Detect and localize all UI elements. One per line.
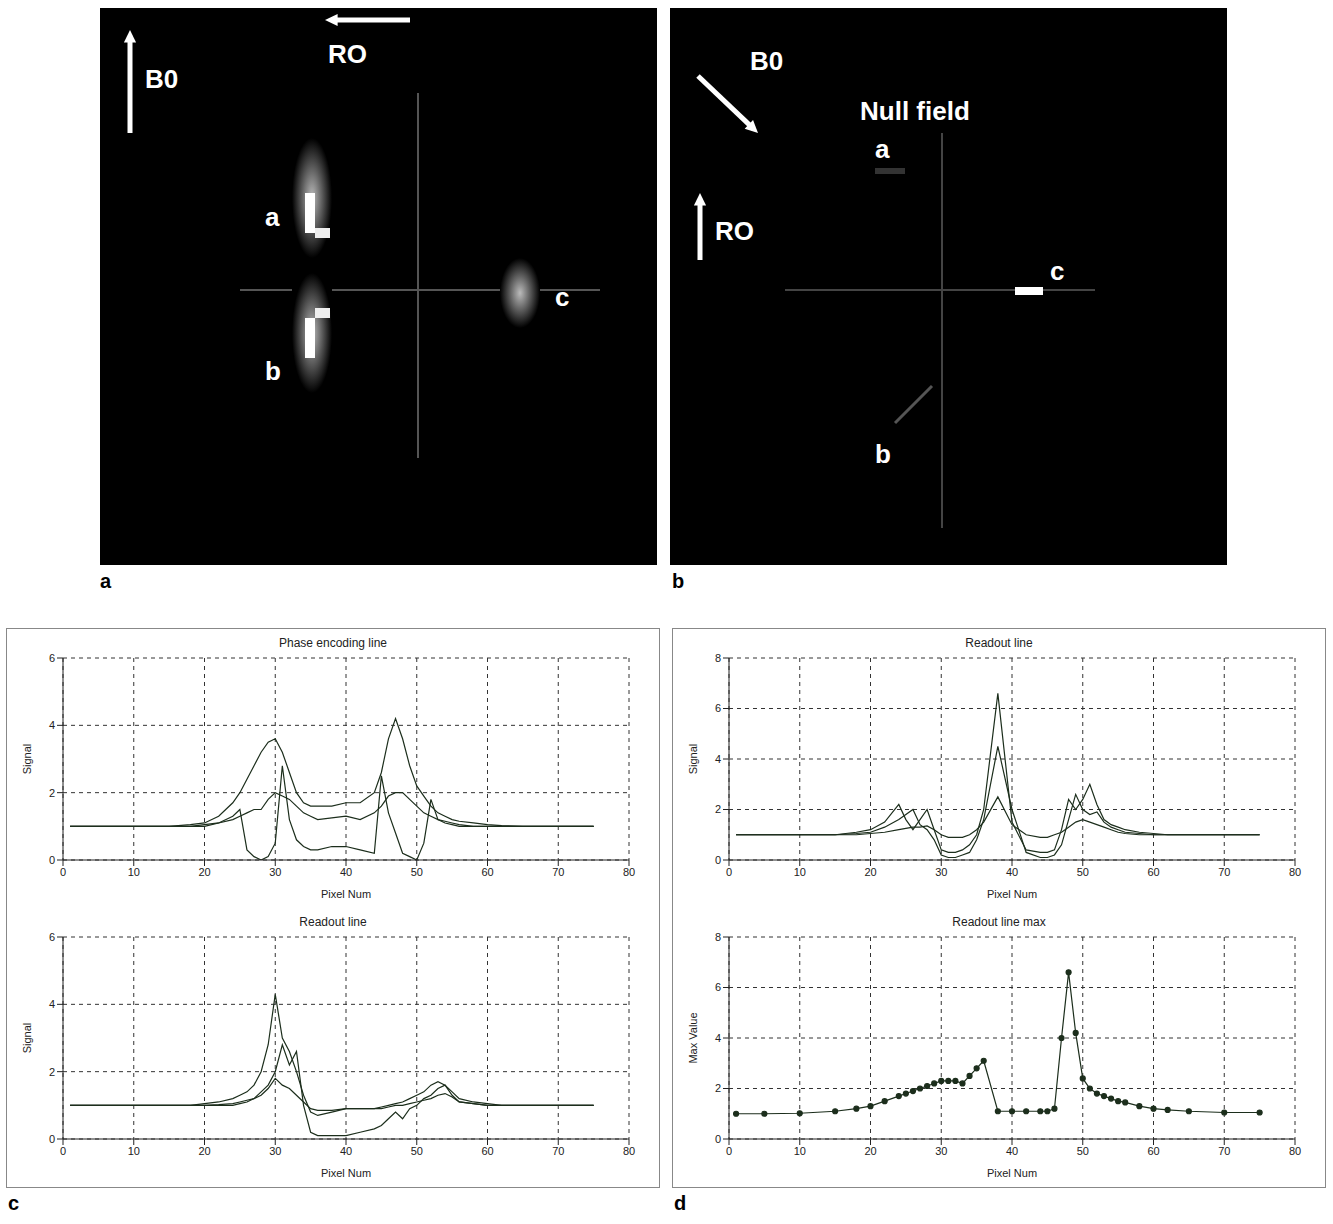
svg-text:B0: B0 bbox=[750, 46, 783, 76]
svg-text:2: 2 bbox=[715, 1082, 721, 1094]
svg-text:50: 50 bbox=[411, 1144, 423, 1156]
html-text:Readout line: Readout line bbox=[299, 914, 367, 929]
svg-text:6: 6 bbox=[49, 652, 55, 664]
svg-text:40: 40 bbox=[1006, 1144, 1018, 1156]
svg-text:c: c bbox=[1050, 256, 1064, 286]
html-text:b: b bbox=[672, 570, 685, 592]
svg-text:Signal: Signal bbox=[21, 743, 33, 774]
svg-text:B0: B0 bbox=[145, 64, 178, 94]
svg-text:10: 10 bbox=[128, 1144, 140, 1156]
svg-text:60: 60 bbox=[1147, 865, 1159, 877]
svg-text:6: 6 bbox=[715, 702, 721, 714]
html-text:Readout line: Readout line bbox=[965, 635, 1033, 650]
svg-text:a: a bbox=[875, 134, 890, 164]
svg-text:10: 10 bbox=[128, 865, 140, 877]
svg-text:b: b bbox=[875, 439, 891, 469]
svg-text:2: 2 bbox=[715, 803, 721, 815]
svg-text:0: 0 bbox=[715, 1132, 721, 1144]
svg-text:2: 2 bbox=[49, 1065, 55, 1077]
svg-text:4: 4 bbox=[715, 752, 721, 764]
svg-text:20: 20 bbox=[198, 1144, 210, 1156]
svg-text:c: c bbox=[555, 282, 569, 312]
svg-text:60: 60 bbox=[481, 865, 493, 877]
svg-text:0: 0 bbox=[726, 1144, 732, 1156]
svg-text:70: 70 bbox=[1218, 865, 1230, 877]
html-text:Readout line max: Readout line max bbox=[952, 914, 1046, 929]
svg-text:0: 0 bbox=[715, 853, 721, 865]
svg-text:50: 50 bbox=[411, 865, 423, 877]
svg-text:60: 60 bbox=[1147, 1144, 1159, 1156]
svg-text:20: 20 bbox=[198, 865, 210, 877]
svg-text:70: 70 bbox=[1218, 1144, 1230, 1156]
svg-text:Signal: Signal bbox=[21, 1022, 33, 1053]
svg-text:30: 30 bbox=[935, 1144, 947, 1156]
svg-text:30: 30 bbox=[269, 1144, 281, 1156]
svg-text:80: 80 bbox=[1289, 1144, 1301, 1156]
svg-text:80: 80 bbox=[1289, 865, 1301, 877]
svg-text:Pixel Num: Pixel Num bbox=[987, 1167, 1037, 1179]
svg-text:Signal: Signal bbox=[687, 743, 699, 774]
svg-text:70: 70 bbox=[552, 865, 564, 877]
svg-text:4: 4 bbox=[715, 1031, 721, 1043]
svg-text:50: 50 bbox=[1077, 1144, 1089, 1156]
svg-text:30: 30 bbox=[935, 865, 947, 877]
svg-text:6: 6 bbox=[49, 931, 55, 943]
svg-text:Null field: Null field bbox=[860, 96, 970, 126]
svg-text:0: 0 bbox=[60, 1144, 66, 1156]
svg-text:50: 50 bbox=[1077, 865, 1089, 877]
svg-text:6: 6 bbox=[715, 981, 721, 993]
svg-text:0: 0 bbox=[49, 853, 55, 865]
svg-text:Pixel Num: Pixel Num bbox=[321, 1167, 371, 1179]
svg-text:60: 60 bbox=[481, 1144, 493, 1156]
html-text:a: a bbox=[100, 570, 112, 592]
svg-text:70: 70 bbox=[552, 1144, 564, 1156]
svg-text:40: 40 bbox=[340, 1144, 352, 1156]
svg-text:20: 20 bbox=[864, 1144, 876, 1156]
svg-text:RO: RO bbox=[715, 216, 754, 246]
svg-text:Pixel Num: Pixel Num bbox=[321, 888, 371, 900]
svg-text:a: a bbox=[265, 202, 280, 232]
svg-text:10: 10 bbox=[794, 865, 806, 877]
svg-text:Pixel Num: Pixel Num bbox=[987, 888, 1037, 900]
svg-text:0: 0 bbox=[60, 865, 66, 877]
svg-text:4: 4 bbox=[49, 719, 55, 731]
svg-text:40: 40 bbox=[340, 865, 352, 877]
svg-text:Max Value: Max Value bbox=[687, 1012, 699, 1063]
svg-text:30: 30 bbox=[269, 865, 281, 877]
svg-text:80: 80 bbox=[623, 1144, 635, 1156]
svg-text:8: 8 bbox=[715, 931, 721, 943]
svg-text:80: 80 bbox=[623, 865, 635, 877]
svg-text:2: 2 bbox=[49, 786, 55, 798]
svg-text:b: b bbox=[265, 356, 281, 386]
svg-text:20: 20 bbox=[864, 865, 876, 877]
html-text:c: c bbox=[8, 1192, 20, 1214]
svg-text:40: 40 bbox=[1006, 865, 1018, 877]
svg-text:8: 8 bbox=[715, 652, 721, 664]
svg-text:4: 4 bbox=[49, 998, 55, 1010]
svg-text:0: 0 bbox=[49, 1132, 55, 1144]
html-text:d: d bbox=[674, 1192, 687, 1214]
html-text:Phase encoding line: Phase encoding line bbox=[279, 635, 387, 650]
svg-text:10: 10 bbox=[794, 1144, 806, 1156]
svg-text:RO: RO bbox=[328, 39, 367, 69]
svg-text:0: 0 bbox=[726, 865, 732, 877]
